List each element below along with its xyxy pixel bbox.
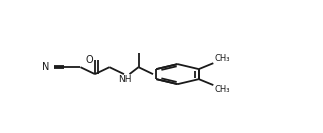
Text: CH₃: CH₃ bbox=[214, 54, 230, 63]
Text: CH₃: CH₃ bbox=[214, 85, 230, 94]
Text: O: O bbox=[85, 55, 93, 65]
Text: N: N bbox=[42, 62, 49, 72]
Text: NH: NH bbox=[118, 75, 131, 84]
